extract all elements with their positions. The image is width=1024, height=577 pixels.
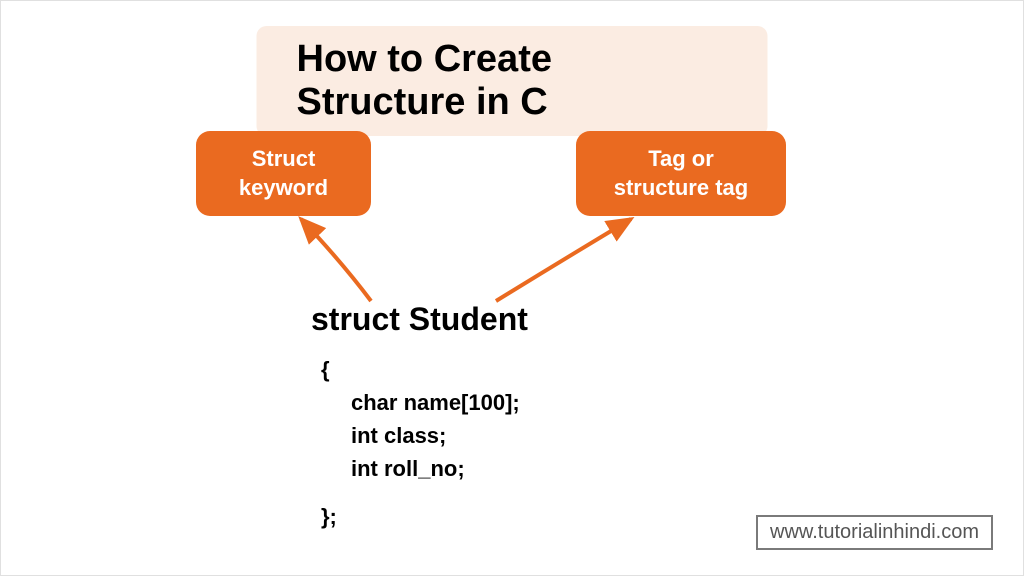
watermark: www.tutorialinhindi.com — [756, 515, 993, 550]
code-line-1: char name[100]; — [351, 386, 528, 419]
code-close-brace: }; — [321, 500, 528, 533]
code-line-2: int class; — [351, 419, 528, 452]
label-struct-keyword: Struct keyword — [196, 131, 371, 216]
arrow-right — [496, 219, 631, 301]
arrow-left — [301, 219, 371, 301]
code-open-brace: { — [321, 353, 528, 386]
code-block: struct Student { char name[100]; int cla… — [311, 301, 528, 533]
title-banner: How to Create Structure in C — [257, 26, 768, 136]
code-body: { char name[100]; int class; int roll_no… — [321, 353, 528, 533]
code-line-3: int roll_no; — [351, 452, 528, 485]
label-structure-tag: Tag or structure tag — [576, 131, 786, 216]
page-title: How to Create Structure in C — [297, 38, 728, 124]
code-declaration: struct Student — [311, 301, 528, 338]
